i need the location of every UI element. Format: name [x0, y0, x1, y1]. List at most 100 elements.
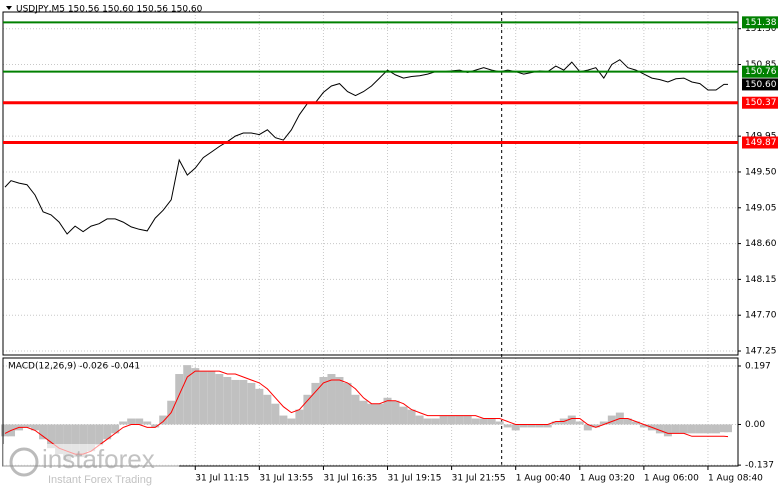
- chart-title: USDJPY,M5 150.56 150.60 150.56 150.60: [16, 5, 203, 15]
- x-tick-label: 1 Aug 03:20: [580, 474, 635, 484]
- histogram-bar: [423, 418, 432, 425]
- histogram-bar: [175, 374, 184, 425]
- histogram-bar: [351, 394, 360, 425]
- histogram-bar: [567, 415, 576, 425]
- histogram-bar: [703, 424, 712, 434]
- histogram-bar: [31, 424, 40, 431]
- watermark: instaforex Instant Forex Trading: [3, 444, 179, 486]
- y-tick-label: 149.50: [745, 167, 777, 177]
- histogram-bar: [159, 415, 168, 425]
- histogram-bar: [87, 424, 96, 452]
- y-tick-label: 148.15: [745, 275, 777, 285]
- histogram-bar: [543, 424, 552, 428]
- histogram-bar: [407, 409, 416, 425]
- histogram-bar: [599, 421, 608, 425]
- histogram-bar: [367, 403, 376, 425]
- histogram-bar: [359, 400, 368, 425]
- x-tick-label: 1 Aug 06:00: [644, 474, 699, 484]
- histogram-bar: [631, 421, 640, 425]
- histogram-bar: [551, 421, 560, 425]
- histogram-bar: [591, 424, 600, 428]
- x-tick-label: 31 Jul 21:55: [452, 474, 506, 484]
- histogram-bar: [287, 418, 296, 425]
- histogram-bar: [471, 418, 480, 425]
- x-tick-label: 31 Jul 11:15: [195, 474, 249, 484]
- histogram-bar: [319, 376, 328, 425]
- macd-panel-frame: [2, 357, 739, 467]
- x-tick-label: 31 Jul 19:15: [388, 474, 442, 484]
- y-tick-label: -0.137: [745, 461, 774, 471]
- histogram-bar: [263, 394, 272, 425]
- histogram-bar: [583, 424, 592, 431]
- histogram-bar: [191, 368, 200, 425]
- histogram-bar: [335, 376, 344, 425]
- y-tick-label: 0.00: [745, 420, 765, 430]
- histogram-bar: [447, 415, 456, 425]
- histogram-bar: [279, 415, 288, 425]
- level-label-box: [742, 16, 778, 29]
- histogram-bar: [687, 424, 696, 434]
- histogram-bar: [655, 424, 664, 434]
- histogram-bar: [127, 418, 136, 425]
- histogram-bar: [311, 382, 320, 425]
- histogram-bar: [47, 424, 56, 449]
- histogram-bar: [55, 424, 64, 455]
- histogram-bar: [527, 424, 536, 428]
- histogram-bar: [95, 424, 104, 446]
- histogram-bar: [383, 397, 392, 425]
- histogram-bar: [327, 374, 336, 425]
- histogram-bar: [431, 418, 440, 425]
- histogram-bar: [607, 415, 616, 425]
- watermark-tagline: Instant Forex Trading: [48, 474, 152, 486]
- histogram-bar: [639, 424, 648, 428]
- y-tick-label: 150.85: [745, 60, 777, 70]
- histogram-bar: [671, 424, 680, 434]
- y-tick-label: 151.30: [745, 24, 777, 34]
- histogram-bar: [295, 409, 304, 425]
- histogram-bar: [119, 421, 128, 425]
- watermark-brand: instaforex: [42, 444, 155, 474]
- histogram-bar: [239, 379, 248, 425]
- macd-title: MACD(12,26,9) -0.026 -0.041: [8, 362, 140, 372]
- level-label: 149.87: [745, 138, 777, 148]
- histogram-bar: [479, 418, 488, 425]
- level-label: 150.76: [745, 67, 777, 77]
- histogram-bar: [415, 415, 424, 425]
- histogram-bar: [39, 424, 48, 440]
- histogram-bar: [679, 424, 688, 434]
- histogram-bar: [255, 388, 264, 425]
- level-label-box: [742, 136, 778, 149]
- y-tick-label: 148.60: [745, 239, 777, 249]
- histogram-bar: [1, 424, 10, 437]
- histogram-bar: [535, 424, 544, 428]
- histogram-bar: [215, 374, 224, 425]
- histogram-bar: [391, 400, 400, 425]
- grid-layer: [3, 12, 738, 466]
- histogram-bar: [711, 424, 720, 434]
- histogram-bar: [151, 424, 160, 428]
- price-panel-frame: [2, 11, 739, 356]
- histogram-bar: [399, 406, 408, 425]
- histogram-bar: [503, 424, 512, 428]
- histogram-bar: [463, 415, 472, 425]
- histogram-bar: [487, 418, 496, 425]
- menu-triangle: [6, 6, 12, 10]
- histogram-bar: [143, 421, 152, 425]
- y-tick-label: 147.25: [745, 347, 777, 357]
- histogram-bar: [231, 379, 240, 425]
- histogram-bar: [723, 424, 732, 433]
- histogram-bar: [495, 421, 504, 425]
- histogram-bar: [343, 382, 352, 425]
- histogram-bar: [111, 424, 120, 434]
- level-label-box: [742, 96, 778, 109]
- histogram-bar: [103, 424, 112, 440]
- histogram-bar: [623, 418, 632, 425]
- level-label: 150.37: [745, 98, 777, 108]
- level-label-box: [742, 65, 778, 78]
- data-layer: [1, 59, 732, 461]
- histogram-bar: [79, 424, 88, 458]
- y-tick-label: 149.05: [745, 203, 777, 213]
- histogram-bar: [63, 424, 72, 461]
- histogram-bar: [511, 424, 520, 431]
